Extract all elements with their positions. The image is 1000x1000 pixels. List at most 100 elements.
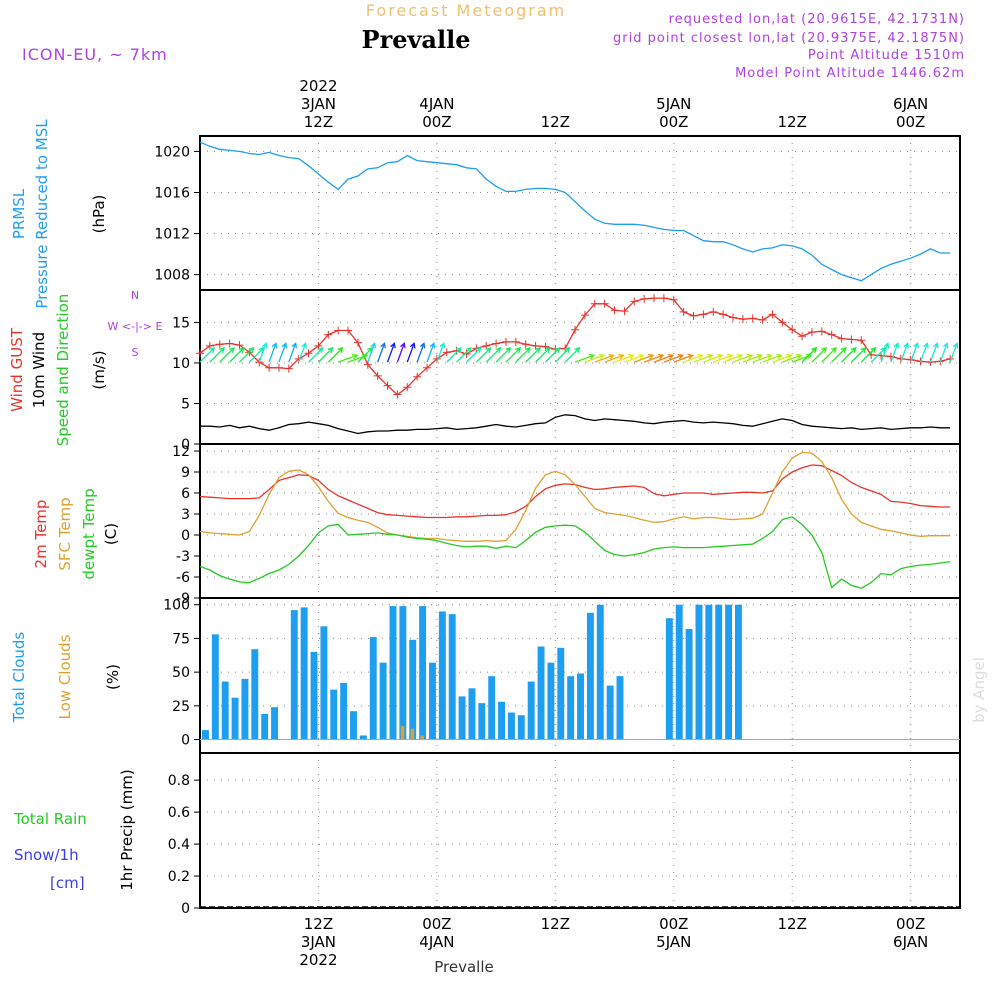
- wind-arrow-head: [219, 347, 225, 353]
- wind-arrow-head: [618, 353, 625, 360]
- wind-gust-marker: [452, 346, 461, 355]
- clouds-ytick-label: 50: [172, 665, 190, 681]
- wind-gust-marker: [284, 364, 293, 373]
- wind-gust-marker: [758, 315, 767, 324]
- total-cloud-bar: [498, 701, 506, 740]
- wind-arrow-head: [327, 347, 334, 353]
- total-cloud-bar: [300, 607, 308, 740]
- wind-gust-marker: [304, 349, 313, 358]
- wind-arrow: [357, 347, 373, 363]
- wind-arrow-head: [850, 347, 857, 353]
- wind-gust-marker: [788, 325, 797, 334]
- wind-arrow-head: [281, 342, 288, 349]
- total-clouds-label: Total Clouds: [10, 632, 28, 724]
- wind-arrow-head: [913, 342, 919, 349]
- wind-arrow-head: [883, 342, 890, 349]
- wind-arrow-head: [429, 342, 436, 349]
- wind-arrow-head: [574, 347, 581, 353]
- wind-arrow-head: [209, 347, 216, 353]
- wind-gust-marker: [748, 314, 757, 323]
- wind-arrow-head: [648, 353, 655, 360]
- wind-gust-marker: [857, 336, 866, 345]
- wind-arrow-head: [598, 353, 606, 360]
- wind-gust-marker: [423, 363, 432, 372]
- wind-arrow: [752, 354, 772, 363]
- pressure-ytick-label: 1012: [154, 227, 190, 243]
- wind-gust-marker: [344, 326, 353, 335]
- snow-label: Snow/1h: [14, 846, 79, 864]
- wind-gust-marker: [274, 363, 283, 372]
- wind-gust-marker: [373, 371, 382, 380]
- wind-arrow: [377, 343, 386, 363]
- pressure-ytick-label: 1020: [154, 144, 190, 160]
- bottom-time-label: 12Z: [541, 915, 570, 933]
- total-cloud-bar: [547, 662, 555, 740]
- wind-arrow: [762, 354, 782, 363]
- wind-gust-marker: [817, 327, 826, 336]
- wind-gust-marker: [610, 306, 619, 315]
- point-altitude: Point Altitude 1510m: [808, 48, 965, 63]
- wind-gust-marker: [521, 340, 530, 349]
- wind-arrow: [811, 347, 827, 363]
- wind-arrow: [890, 343, 899, 363]
- wind-gust-marker: [492, 339, 501, 348]
- wind-gust-marker: [679, 307, 688, 316]
- total-cloud-bar: [606, 685, 614, 740]
- total-cloud-bar: [271, 707, 278, 740]
- precip-ytick-label: 0.6: [168, 805, 190, 821]
- wind-ytick-label: 5: [181, 396, 190, 412]
- total-cloud-bar: [310, 651, 318, 740]
- wind-arrow: [209, 347, 225, 363]
- wind-arrow-head: [419, 342, 426, 349]
- total-cloud-bar: [715, 604, 723, 740]
- wind-gust-marker: [265, 363, 274, 372]
- wind-arrow-head: [923, 342, 929, 349]
- wind-arrow: [663, 354, 683, 363]
- wind-arrow: [939, 343, 948, 363]
- compass-ew: W <-|-> E: [108, 320, 163, 333]
- wind-gust-marker: [580, 311, 589, 320]
- wind-gust-marker: [659, 294, 668, 303]
- sfc-temp-label: SFC Temp: [56, 497, 74, 570]
- total-cloud-bar: [458, 696, 466, 740]
- wind-arrow: [919, 343, 928, 363]
- snow-unit-label: [cm]: [50, 874, 85, 892]
- total-cloud-bar: [389, 606, 397, 740]
- total-cloud-bar: [517, 715, 525, 740]
- wind-arrow: [544, 347, 561, 363]
- wind-gust-marker: [225, 339, 234, 348]
- pressure-panel-labels: PRMSL Pressure Reduced to MSL (hPa): [10, 119, 108, 309]
- wind-arrow-head: [756, 353, 763, 360]
- wind-arrow: [396, 343, 405, 363]
- bottom-date-label: 5JAN: [656, 933, 691, 951]
- pressure-ytick-label: 1008: [154, 268, 190, 284]
- wind-arrow-head: [628, 353, 635, 360]
- chart-title: Prevalle: [362, 25, 471, 54]
- wind-gust-marker: [847, 335, 856, 344]
- temp-ytick-label: 0: [181, 528, 190, 544]
- wind-arrow-head: [439, 342, 446, 349]
- total-cloud-bar: [577, 673, 584, 740]
- wind-gust-marker: [630, 297, 639, 306]
- wind-arrow: [327, 347, 343, 363]
- wind-arrow: [643, 354, 664, 363]
- temp-ytick-label: 9: [181, 465, 190, 481]
- wind-arrow: [604, 354, 624, 363]
- wind-arrow: [288, 343, 297, 363]
- total-cloud-bar: [448, 614, 456, 740]
- wind-arrow-head: [707, 353, 714, 360]
- wind-arrow: [495, 347, 511, 363]
- wind-arrow-head: [766, 353, 773, 360]
- wind-arrow-head: [786, 353, 793, 360]
- temp-ytick-label: 3: [181, 507, 190, 523]
- wind-10m-label: 10m Wind: [30, 332, 48, 408]
- low-clouds-label: Low Clouds: [56, 634, 74, 719]
- wind-arrow-head: [746, 353, 754, 360]
- wind-gust-marker: [709, 307, 718, 316]
- cloud-panel-labels: Total Clouds Low Clouds (%): [10, 632, 122, 724]
- total-cloud-bar: [665, 618, 673, 740]
- wind-arrow: [703, 354, 723, 363]
- wind-gust-marker: [393, 390, 402, 399]
- total-cloud-bar: [675, 604, 683, 740]
